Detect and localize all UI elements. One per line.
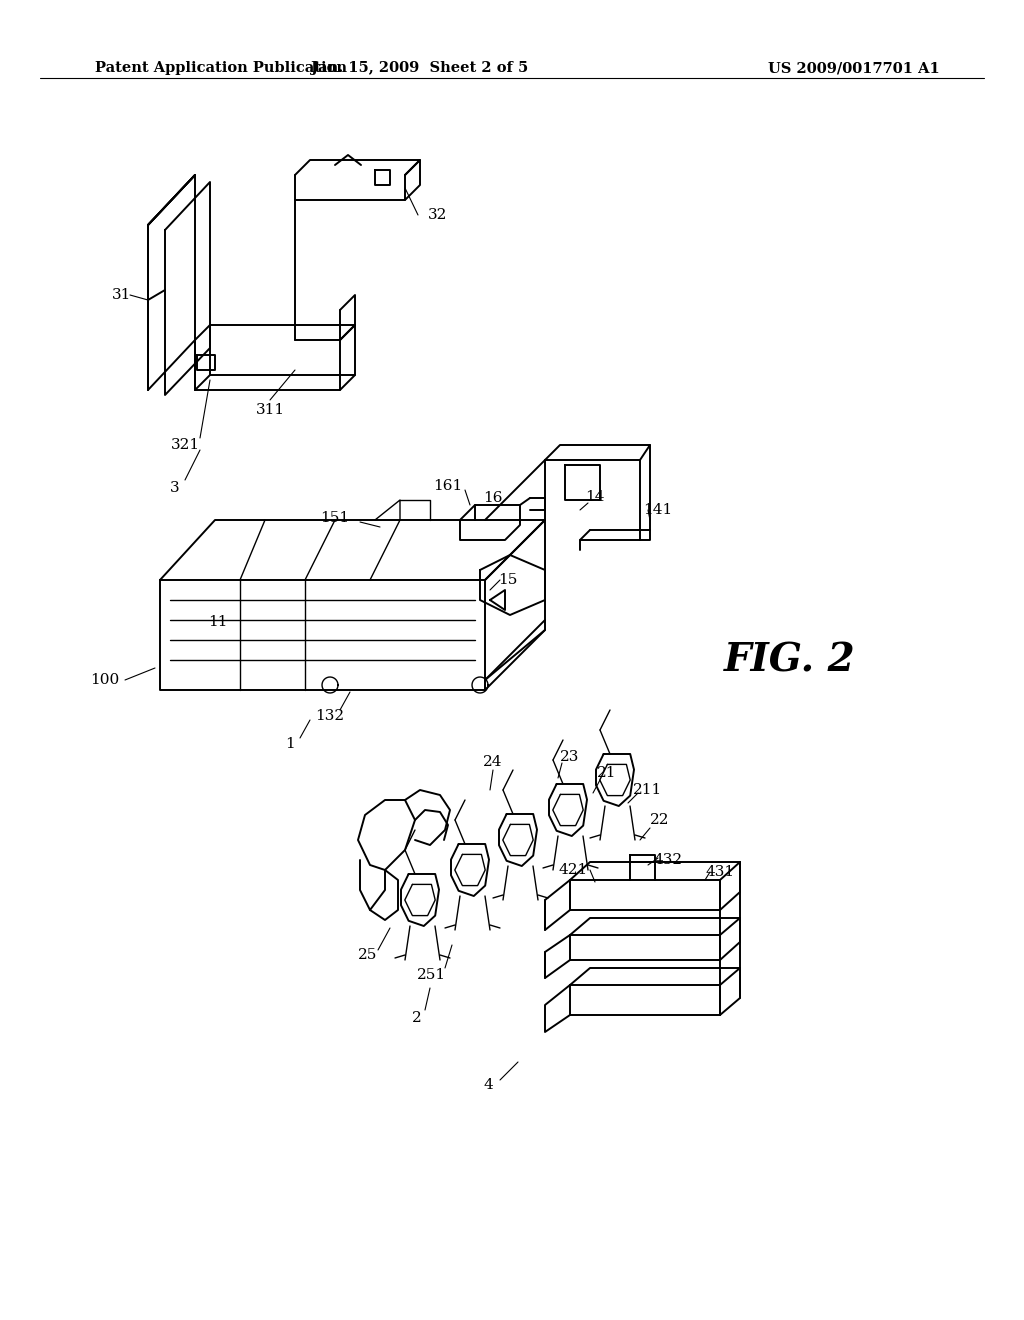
Text: 421: 421 [558, 863, 588, 876]
Text: 2: 2 [412, 1011, 422, 1026]
Text: 132: 132 [315, 709, 344, 723]
Text: 32: 32 [428, 209, 447, 222]
Text: 14: 14 [586, 490, 605, 504]
Text: 1: 1 [285, 737, 295, 751]
Text: 211: 211 [634, 783, 663, 797]
Text: 22: 22 [650, 813, 670, 828]
Text: 4: 4 [483, 1078, 493, 1092]
Text: 15: 15 [499, 573, 518, 587]
Text: 311: 311 [255, 403, 285, 417]
Text: 100: 100 [90, 673, 120, 686]
Text: 251: 251 [418, 968, 446, 982]
Text: FIG. 2: FIG. 2 [724, 642, 856, 678]
Text: 11: 11 [208, 615, 227, 630]
Text: 16: 16 [483, 491, 503, 506]
Text: 151: 151 [321, 511, 349, 525]
Text: 3: 3 [170, 480, 180, 495]
Text: 161: 161 [433, 479, 463, 492]
Text: 141: 141 [643, 503, 673, 517]
Text: 31: 31 [113, 288, 132, 302]
Text: Patent Application Publication: Patent Application Publication [95, 61, 347, 75]
Text: 24: 24 [483, 755, 503, 770]
Text: 21: 21 [597, 766, 616, 780]
Text: US 2009/0017701 A1: US 2009/0017701 A1 [768, 61, 940, 75]
Text: 23: 23 [560, 750, 580, 764]
Text: 432: 432 [653, 853, 683, 867]
Text: 321: 321 [170, 438, 200, 451]
Text: Jan. 15, 2009  Sheet 2 of 5: Jan. 15, 2009 Sheet 2 of 5 [311, 61, 528, 75]
Text: 25: 25 [358, 948, 378, 962]
Text: 431: 431 [706, 865, 734, 879]
